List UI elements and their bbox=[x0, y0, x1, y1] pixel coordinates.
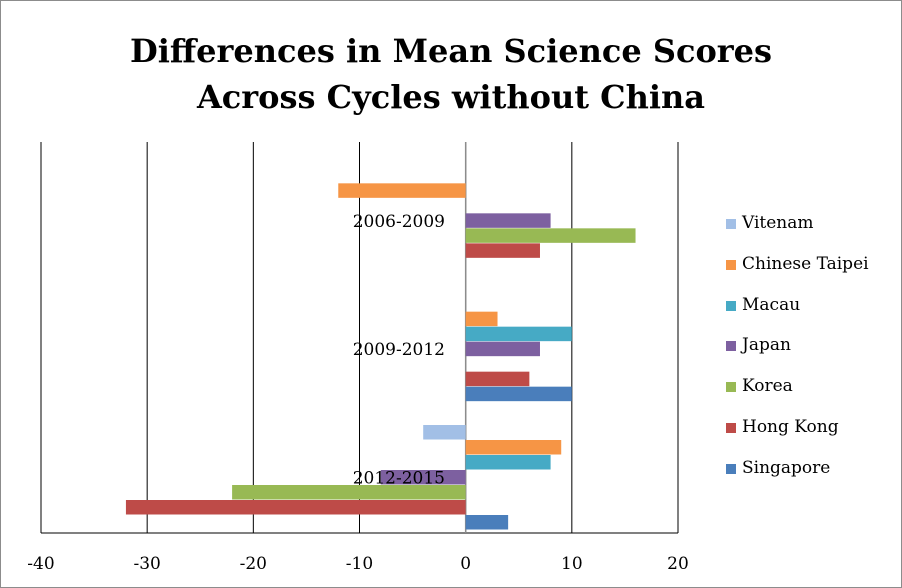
bar-hong-kong bbox=[125, 500, 466, 515]
legend-swatch bbox=[726, 463, 736, 474]
bar-macau bbox=[465, 455, 551, 470]
x-tick-label: 0 bbox=[460, 554, 471, 574]
x-tick-label: -10 bbox=[346, 554, 373, 574]
legend-label: Vitenam bbox=[742, 213, 814, 233]
legend-label: Singapore bbox=[742, 457, 831, 478]
legend-label: Hong Kong bbox=[742, 417, 839, 437]
bar-macau bbox=[465, 326, 572, 342]
bar-hong-kong bbox=[465, 243, 540, 258]
legend-label: Korea bbox=[742, 376, 793, 397]
x-tick-label: -20 bbox=[240, 554, 267, 574]
legend-label: Japan bbox=[742, 335, 791, 356]
bar-korea bbox=[465, 228, 636, 243]
bar-chinese-taipei bbox=[465, 311, 498, 327]
x-tick-label: -30 bbox=[133, 554, 160, 574]
category-label: 2012-2015 bbox=[353, 469, 445, 489]
bar-singapore bbox=[465, 386, 572, 402]
legend-label: Chinese Taipei bbox=[742, 253, 869, 274]
chart-title: Differences in Mean Science Scores Acros… bbox=[0, 28, 902, 120]
bar-hong-kong bbox=[465, 371, 530, 387]
legend-swatch bbox=[726, 423, 736, 433]
legend-swatch bbox=[726, 341, 736, 352]
x-tick-label: -40 bbox=[27, 554, 54, 574]
category-label: 2006-2009 bbox=[353, 212, 445, 232]
category-label: 2009-2012 bbox=[353, 340, 445, 360]
x-tick-label: 20 bbox=[667, 554, 689, 574]
bar-japan bbox=[380, 470, 466, 485]
legend-label: Macau bbox=[742, 294, 801, 315]
legend-swatch bbox=[726, 219, 736, 229]
bar-chinese-taipei bbox=[465, 440, 562, 455]
legend-swatch bbox=[726, 259, 736, 270]
bar-chinese-taipei bbox=[338, 183, 466, 198]
bar-japan bbox=[465, 341, 540, 357]
bar-japan bbox=[465, 213, 551, 228]
legend-swatch bbox=[726, 300, 736, 311]
chart-title-line-2: Across Cycles without China bbox=[196, 78, 706, 116]
bar-korea bbox=[232, 485, 466, 500]
bar-vitenam bbox=[423, 425, 466, 440]
legend-swatch bbox=[726, 382, 736, 393]
x-tick-label: 10 bbox=[561, 554, 583, 574]
bar-singapore bbox=[465, 515, 509, 530]
chart-title-line-1: Differences in Mean Science Scores bbox=[129, 32, 773, 70]
